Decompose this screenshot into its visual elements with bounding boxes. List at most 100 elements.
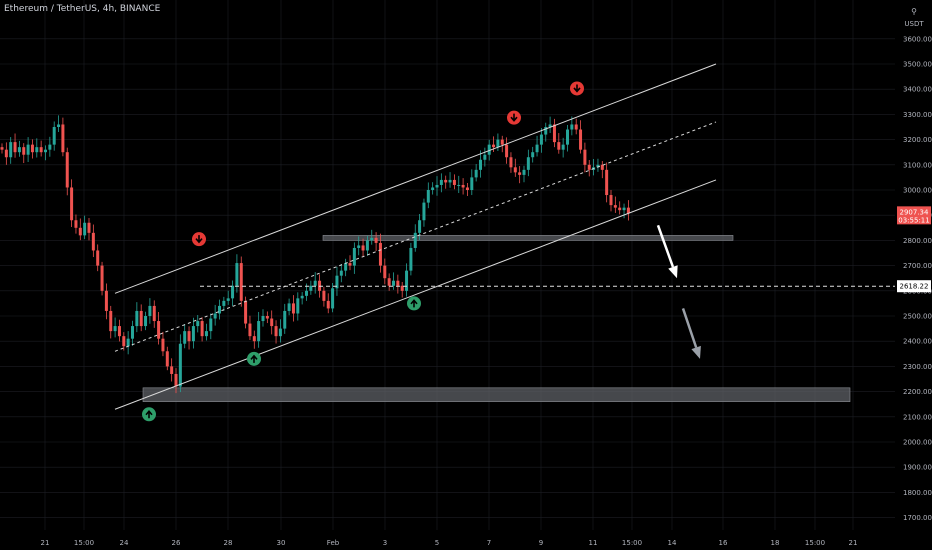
x-tick-label: 30 [277,539,286,547]
x-tick-label: 3 [383,539,387,547]
candle-body [492,144,496,148]
candle-body [509,157,513,168]
candle-body [383,265,387,279]
candle-body [252,336,256,342]
x-tick-label: 24 [120,539,129,547]
candle-body [596,164,600,168]
y-tick-label: 3000.00 [903,187,932,195]
candle-body [309,285,313,291]
axis-settings[interactable]: ⚲ USDT [904,7,924,28]
candle-body [409,247,413,271]
candle-body [270,318,274,327]
x-tick-label: 16 [719,539,728,547]
candle-body [344,263,348,271]
candle-body [287,303,291,311]
candle-body [191,326,195,342]
candle-body [378,242,382,266]
y-tick-label: 2500.00 [903,313,932,321]
candles [0,115,630,394]
candle-body [313,280,317,286]
current-price-label: 2907.34 [900,208,929,216]
channel-line[interactable] [114,121,717,352]
candle-body [9,142,13,158]
candle-body [178,343,182,387]
candle-body [0,147,4,150]
x-tick-label: 7 [487,539,491,547]
countdown-label: 03:55:11 [898,216,929,224]
candle-body [91,232,95,251]
signal-arrows [142,81,584,422]
trend-channel[interactable] [114,63,717,410]
y-tick-label: 2100.00 [903,413,932,421]
candle-body [465,187,469,190]
current-price-tag [897,206,931,225]
sell-signal-icon [570,81,584,96]
candle-body [365,240,369,251]
price-axis[interactable]: 1700.00 1800.00 1900.00 2000.00 2100.00 2200.… [895,0,932,530]
support-zone [322,235,734,241]
y-tick-label: 2700.00 [903,262,932,270]
candle-body [239,263,243,301]
candle-body [30,144,34,153]
candle-body [117,326,121,337]
y-tick-label: 3300.00 [903,111,932,119]
candle-body [218,305,221,314]
x-tick-label: 9 [539,539,543,547]
candle-body [26,144,30,155]
candle-body [522,169,526,175]
candle-body [144,316,148,327]
candle-body [609,195,613,206]
candle-body [213,313,217,319]
currency-label: USDT [904,20,924,28]
candle-body [100,265,104,291]
candle-body [261,316,265,322]
y-tick-label: 3400.00 [903,86,932,94]
x-tick-label: 14 [668,539,677,547]
candle-body [44,149,47,153]
x-tick-label: 11 [589,539,598,547]
channel-line[interactable] [114,63,717,294]
candle-body [583,149,587,165]
candle-body [461,184,465,188]
candle-body [574,124,578,130]
buy-signal-icon [247,351,261,366]
candle-body [122,336,126,347]
candle-body [448,179,452,183]
candle-body [548,124,552,127]
candle-body [535,144,539,153]
candle-body [22,147,26,155]
candle-body [165,351,169,367]
candle-body [65,152,69,188]
lock-icon[interactable]: ⚲ [911,7,917,16]
candle-body [613,205,617,208]
candle-body [78,227,82,236]
candle-body [35,147,39,153]
candle-body [352,247,356,266]
candle-body [96,250,100,266]
candle-body [392,280,395,286]
candle-body [470,177,474,190]
candle-body [526,157,530,170]
channel-line[interactable] [114,179,717,410]
y-tick-label: 2300.00 [903,363,932,371]
support-zones [142,235,851,402]
candle-body [513,167,517,173]
candle-body [39,147,43,153]
candle-body [357,245,361,248]
candle-body [348,263,352,266]
candle-body [566,129,569,145]
candle-body [48,144,52,150]
candle-body [570,124,574,130]
candle-body [505,144,509,158]
time-axis[interactable]: 21 15:00 24 26 28 30 Feb 3 5 7 9 11 15:00 14 16 18 15:00… [41,539,858,547]
candle-body [235,263,239,286]
x-tick-label: 15:00 [74,539,94,547]
candle-body [157,321,161,339]
candle-body [104,290,108,311]
candle-body [244,300,248,324]
candle-body [396,280,400,286]
candle-body [83,222,87,236]
y-tick-label: 3500.00 [903,61,932,69]
